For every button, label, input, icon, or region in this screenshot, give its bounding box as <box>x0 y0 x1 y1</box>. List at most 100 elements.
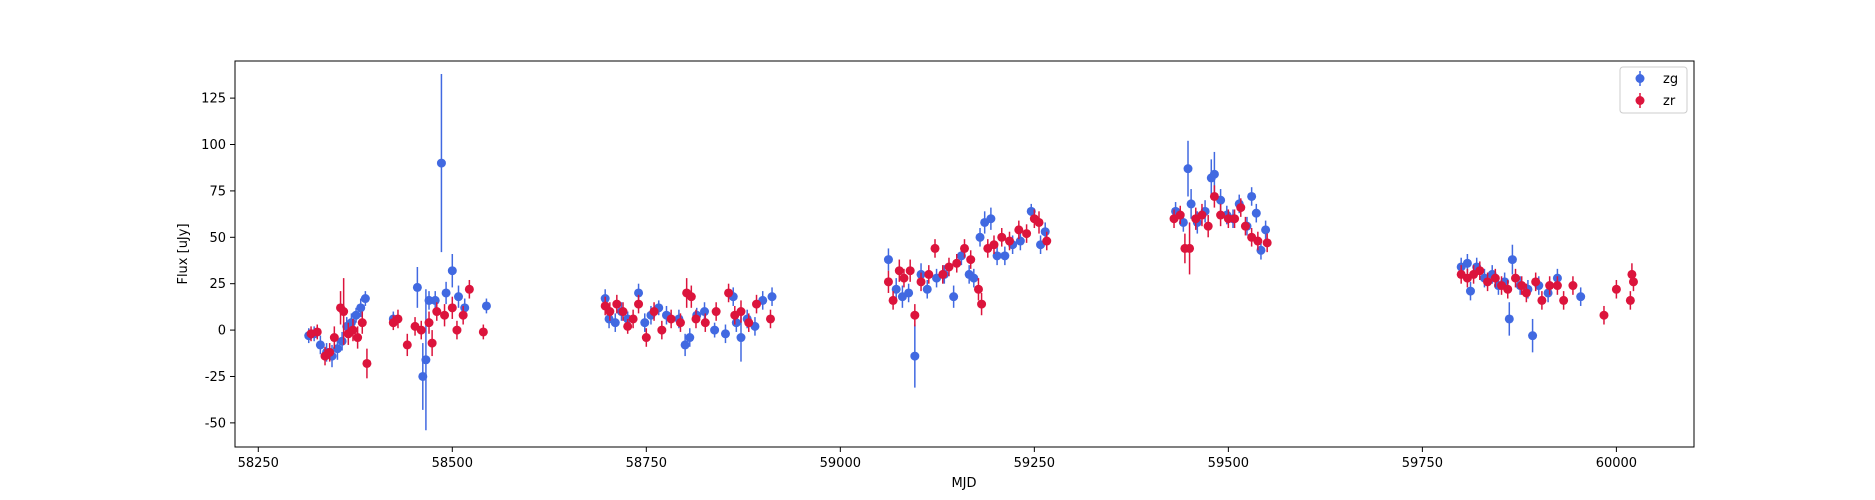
legend-zr-marker <box>1635 96 1645 105</box>
data-point-zr <box>416 325 426 335</box>
data-point-zr <box>432 307 442 317</box>
data-point-zg <box>956 251 966 261</box>
legend-zg-label: zg <box>1663 72 1678 87</box>
data-point-zr <box>657 325 667 335</box>
data-point-zg <box>418 371 428 381</box>
data-point-zr <box>700 318 710 328</box>
data-point-zr <box>1559 295 1569 305</box>
data-point-zr <box>1517 281 1527 291</box>
data-point-zg <box>1183 164 1193 174</box>
y-tick-label: 75 <box>209 184 226 199</box>
data-point-zr <box>458 310 468 320</box>
data-point-zr <box>618 307 628 317</box>
data-point-zg <box>1504 314 1514 324</box>
data-point-zg <box>1543 288 1553 298</box>
legend-zr-label: zr <box>1663 94 1676 109</box>
data-point-zr <box>1628 277 1638 287</box>
data-point-zr <box>440 310 450 320</box>
data-point-zr <box>1005 236 1015 246</box>
data-point-zg <box>481 301 491 311</box>
data-point-zr <box>977 299 987 309</box>
data-point-zr <box>402 340 412 350</box>
data-point-zr <box>675 318 685 328</box>
y-tick-label: 125 <box>201 92 226 107</box>
legend-entry-zr: zr <box>1635 93 1676 109</box>
data-point-zr <box>1627 269 1637 279</box>
data-point-zr <box>1599 310 1609 320</box>
data-point-zr <box>1545 281 1555 291</box>
data-point-zr <box>1175 210 1185 220</box>
data-point-zr <box>1537 295 1547 305</box>
data-point-zr <box>938 269 948 279</box>
data-point-zg <box>315 340 325 350</box>
data-point-zg <box>986 214 996 224</box>
data-point-zg <box>332 344 342 354</box>
data-point-zg <box>1178 217 1188 227</box>
data-point-zg <box>634 288 644 298</box>
data-point-zr <box>1253 236 1263 246</box>
data-point-zr <box>686 292 696 302</box>
data-point-zg <box>1040 227 1050 237</box>
data-point-zg <box>1251 208 1261 218</box>
x-tick-label: 58750 <box>626 456 667 471</box>
x-tick-label: 58500 <box>432 456 473 471</box>
data-point-zr <box>628 314 638 324</box>
data-point-zr <box>447 303 457 313</box>
data-point-zr <box>930 243 940 253</box>
data-point-zr <box>1611 284 1621 294</box>
data-point-zg <box>1209 169 1219 179</box>
data-point-zr <box>1625 295 1635 305</box>
data-point-zg <box>1465 286 1475 296</box>
data-point-zr <box>1503 284 1513 294</box>
data-point-zr <box>1262 238 1272 248</box>
data-point-zr <box>952 258 962 268</box>
data-point-zg <box>700 307 710 317</box>
data-point-zr <box>1022 229 1032 239</box>
data-point-zr <box>960 243 969 253</box>
data-point-zr <box>888 295 898 305</box>
data-point-zr <box>910 310 920 320</box>
data-point-zg <box>969 273 979 283</box>
data-point-zr <box>623 321 633 331</box>
data-point-zg <box>975 232 985 242</box>
data-point-zr <box>612 299 622 309</box>
data-point-zg <box>1186 199 1196 209</box>
data-point-zr <box>744 318 754 328</box>
data-point-zr <box>752 299 762 309</box>
data-point-zr <box>362 358 372 368</box>
data-point-zr <box>325 347 335 357</box>
data-point-zg <box>412 282 422 292</box>
data-point-zr <box>1568 281 1578 291</box>
data-point-zr <box>1240 221 1250 231</box>
data-point-zr <box>711 307 721 317</box>
data-point-zr <box>1230 214 1240 224</box>
x-tick-label: 58250 <box>238 456 279 471</box>
data-point-zr <box>339 307 349 317</box>
data-point-zr <box>1197 210 1207 220</box>
data-point-zg <box>680 340 690 350</box>
data-point-zr <box>1236 203 1246 213</box>
data-point-zr <box>1490 273 1500 283</box>
data-point-zr <box>666 314 676 324</box>
data-point-zr <box>649 307 659 317</box>
data-point-zg <box>1026 206 1036 216</box>
legend-zg-marker <box>1635 74 1645 83</box>
data-point-zr <box>1185 243 1195 253</box>
data-point-zr <box>357 318 367 328</box>
data-point-zr <box>1203 221 1213 231</box>
data-point-zg <box>904 288 914 298</box>
data-point-zr <box>641 333 651 343</box>
data-point-zg <box>610 318 620 328</box>
data-point-zr <box>973 284 983 294</box>
x-tick-label: 60000 <box>1596 456 1637 471</box>
series-layer <box>304 73 1638 431</box>
data-point-zr <box>894 266 904 276</box>
x-tick-label: 59500 <box>1208 456 1249 471</box>
y-tick-label: 25 <box>209 277 226 292</box>
data-point-zr <box>966 255 976 265</box>
data-point-zr <box>348 325 358 335</box>
data-point-zr <box>883 277 893 287</box>
y-tick-label: 0 <box>218 324 226 339</box>
data-point-zg <box>640 318 650 328</box>
data-point-zr <box>1209 191 1219 201</box>
